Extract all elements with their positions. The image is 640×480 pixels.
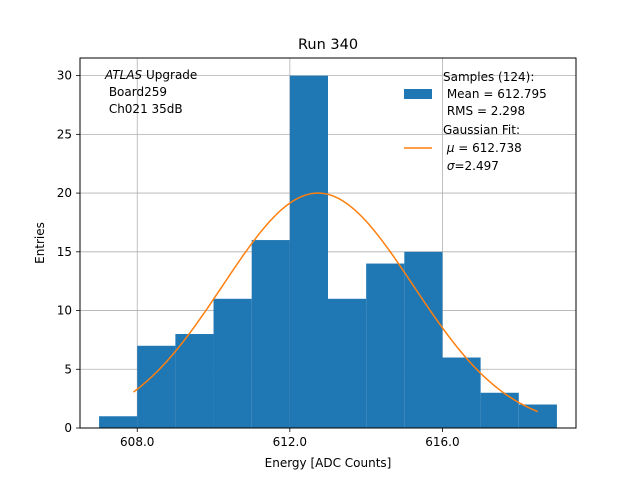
legend-fit-sigma-symbol: σ — [447, 159, 455, 173]
y-axis-label: Entries — [33, 222, 47, 264]
histogram-bar — [175, 334, 214, 428]
legend-samples-title: Samples (124): — [443, 70, 534, 84]
x-axis-ticks: 608.0 612.0 616.0 — [120, 428, 460, 449]
histogram-bar — [213, 298, 252, 428]
x-tick-label: 608.0 — [120, 435, 154, 449]
x-tick-label: 612.0 — [273, 435, 307, 449]
y-tick-label: 0 — [64, 421, 72, 435]
histogram-bar — [366, 263, 405, 428]
y-tick-label: 5 — [64, 362, 72, 376]
y-tick-label: 20 — [57, 186, 72, 200]
histogram-bar — [480, 392, 519, 428]
x-axis-label: Energy [ADC Counts] — [265, 456, 392, 470]
annotation-line-2: Board259 — [105, 85, 167, 99]
atlas-annotation: ATLAS Upgrade Board259 Ch021 35dB — [104, 68, 197, 116]
legend-fit-title: Gaussian Fit: — [443, 123, 520, 137]
histogram-bar — [328, 298, 367, 428]
legend-fit-mu-symbol: μ — [446, 141, 455, 155]
legend-samples-mean: Mean = 612.795 — [443, 87, 547, 101]
legend-fit-sigma-value: =2.497 — [454, 159, 498, 173]
histogram-bars — [99, 75, 557, 428]
histogram-bar — [289, 75, 328, 428]
annotation-upgrade-label: Upgrade — [142, 68, 197, 82]
histogram-bar — [99, 416, 138, 428]
gaussian-fit-layer — [132, 192, 539, 413]
histogram-bar — [442, 357, 481, 428]
histogram-bar — [404, 251, 443, 428]
gaussian-fit-curve — [132, 192, 539, 413]
annotation-line-1: ATLAS Upgrade — [104, 68, 197, 82]
annotation-atlas-label: ATLAS — [104, 68, 143, 82]
plot-frame — [79, 57, 577, 429]
legend-samples-rms: RMS = 2.298 — [443, 104, 525, 118]
y-tick-label: 15 — [57, 245, 72, 259]
y-tick-label: 10 — [57, 304, 72, 318]
chart-title: Run 340 — [298, 37, 358, 53]
legend: Samples (124): Mean = 612.795 RMS = 2.29… — [404, 70, 547, 173]
y-tick-label: 30 — [57, 69, 72, 83]
legend-fit-mu: μ = 612.738 — [443, 141, 522, 155]
legend-samples-swatch — [404, 89, 432, 99]
y-tick-label: 25 — [57, 127, 72, 141]
legend-fit-sigma: σ=2.497 — [443, 159, 499, 173]
histogram-bar — [518, 404, 557, 428]
x-tick-label: 616.0 — [425, 435, 459, 449]
legend-fit-mu-value: = 612.738 — [454, 141, 521, 155]
histogram-bar — [251, 240, 290, 428]
annotation-line-3: Ch021 35dB — [105, 102, 183, 116]
y-axis-ticks: 0 5 10 15 20 25 30 — [57, 69, 80, 435]
